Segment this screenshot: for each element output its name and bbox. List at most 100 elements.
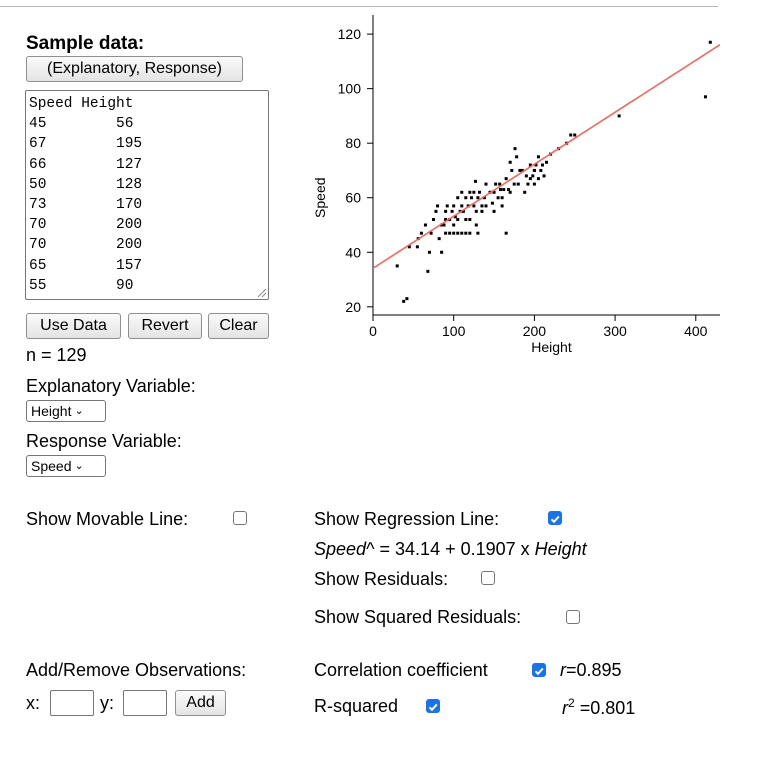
textarea-row: 55 90 bbox=[29, 277, 134, 294]
data-point bbox=[494, 182, 498, 186]
data-point bbox=[573, 133, 577, 137]
data-point bbox=[480, 204, 484, 208]
data-point bbox=[440, 223, 444, 227]
rsquared-label: R-squared bbox=[314, 696, 399, 716]
show-regression-line-checkbox[interactable] bbox=[548, 511, 562, 525]
y-input[interactable] bbox=[123, 690, 167, 716]
textarea-row: 73 170 bbox=[29, 197, 143, 214]
textarea-row: 45 56 bbox=[29, 116, 134, 133]
data-point bbox=[464, 196, 468, 200]
textarea-row: 70 200 bbox=[29, 237, 143, 254]
equation-x: Height bbox=[534, 539, 587, 559]
add-remove-observations-label: Add/Remove Observations: bbox=[26, 660, 247, 680]
n-count: n = 129 bbox=[26, 345, 87, 365]
data-point bbox=[518, 168, 522, 172]
data-point bbox=[402, 299, 406, 303]
data-point bbox=[484, 182, 488, 186]
y-tick-label: 100 bbox=[338, 81, 362, 97]
data-point bbox=[395, 264, 399, 268]
data-point bbox=[474, 223, 478, 227]
rsquared-checkbox[interactable] bbox=[426, 699, 440, 713]
add-button[interactable]: Add bbox=[175, 690, 226, 716]
data-point bbox=[460, 204, 464, 208]
data-point bbox=[466, 204, 470, 208]
data-point bbox=[434, 209, 438, 213]
clear-button[interactable]: Clear bbox=[208, 313, 269, 339]
x-tick-label: 100 bbox=[442, 323, 466, 339]
data-point bbox=[534, 163, 538, 167]
data-point bbox=[464, 231, 468, 235]
data-point bbox=[464, 218, 468, 222]
chevron-down-icon: ⌄ bbox=[74, 405, 84, 417]
correlation-symbol: r bbox=[560, 660, 566, 680]
y-tick-label: 120 bbox=[338, 26, 362, 42]
data-point bbox=[490, 201, 494, 205]
data-point bbox=[474, 209, 478, 213]
data-point bbox=[520, 168, 524, 172]
textarea-row: 50 128 bbox=[29, 176, 143, 193]
x-tick-label: 0 bbox=[369, 323, 377, 339]
show-squared-residuals-checkbox[interactable] bbox=[566, 610, 580, 624]
data-point bbox=[436, 204, 440, 208]
data-point bbox=[492, 190, 496, 194]
revert-button[interactable]: Revert bbox=[128, 313, 202, 339]
data-point bbox=[708, 40, 712, 44]
data-textarea[interactable]: Speed Height 45 56 67 195 66 127 50 128 … bbox=[25, 90, 269, 300]
data-point bbox=[478, 190, 482, 194]
scatter-plot: 0 100 200 300 400 20 40 60 80 100 120 Height Speed bbox=[312, 15, 720, 355]
response-variable-value: Speed bbox=[31, 458, 72, 474]
correlation-number: =0.895 bbox=[566, 660, 622, 680]
data-point bbox=[444, 209, 448, 213]
data-point bbox=[536, 177, 540, 181]
x-tick-label: 200 bbox=[523, 323, 547, 339]
data-point bbox=[476, 196, 480, 200]
y-tick-label: 20 bbox=[345, 299, 361, 315]
regression-line bbox=[373, 43, 720, 269]
equation-yhat: Speed bbox=[314, 539, 367, 559]
data-point bbox=[453, 215, 457, 219]
rsquared-exponent: 2 bbox=[568, 696, 575, 710]
data-point bbox=[419, 231, 423, 235]
x-input[interactable] bbox=[50, 690, 94, 716]
data-point bbox=[452, 204, 456, 208]
x-tick-label: 300 bbox=[603, 323, 627, 339]
data-point bbox=[504, 177, 508, 181]
data-point bbox=[427, 250, 431, 254]
data-point bbox=[456, 231, 460, 235]
show-squared-residuals-label: Show Squared Residuals: bbox=[314, 607, 522, 627]
top-divider bbox=[0, 6, 718, 7]
data-point bbox=[426, 269, 430, 273]
data-point bbox=[423, 223, 427, 227]
rsquared-value: r2 =0.801 bbox=[562, 696, 635, 719]
resize-handle-icon[interactable] bbox=[256, 287, 266, 297]
data-point bbox=[523, 190, 527, 194]
sample-data-title: Sample data: bbox=[26, 33, 145, 54]
data-point bbox=[496, 196, 500, 200]
response-variable-select[interactable]: Speed ⌄ bbox=[26, 455, 106, 477]
correlation-checkbox[interactable] bbox=[532, 663, 546, 677]
data-point bbox=[500, 204, 504, 208]
y-input-label: y: bbox=[100, 693, 115, 713]
x-axis-label: Height bbox=[531, 339, 572, 355]
equation-hat: ^ bbox=[366, 539, 375, 559]
rsquared-symbol: r bbox=[562, 698, 568, 718]
data-point bbox=[415, 245, 419, 249]
show-regression-line-label: Show Regression Line: bbox=[314, 509, 500, 529]
data-point bbox=[456, 218, 460, 222]
x-tick-label: 400 bbox=[684, 323, 708, 339]
data-point bbox=[528, 163, 532, 167]
show-movable-line-checkbox[interactable] bbox=[233, 511, 247, 525]
explanatory-response-button[interactable]: (Explanatory, Response) bbox=[26, 56, 243, 82]
checkmark-icon bbox=[428, 703, 438, 712]
data-point bbox=[502, 188, 506, 192]
response-variable-label: Response Variable: bbox=[26, 431, 182, 451]
use-data-button[interactable]: Use Data bbox=[26, 313, 121, 339]
x-input-label: x: bbox=[26, 693, 41, 713]
data-point bbox=[532, 182, 536, 186]
data-point bbox=[469, 196, 473, 200]
checkmark-icon bbox=[534, 667, 544, 676]
show-residuals-checkbox[interactable] bbox=[481, 571, 495, 585]
data-point bbox=[513, 147, 517, 151]
explanatory-variable-select[interactable]: Height ⌄ bbox=[26, 400, 106, 422]
data-point bbox=[437, 237, 441, 241]
